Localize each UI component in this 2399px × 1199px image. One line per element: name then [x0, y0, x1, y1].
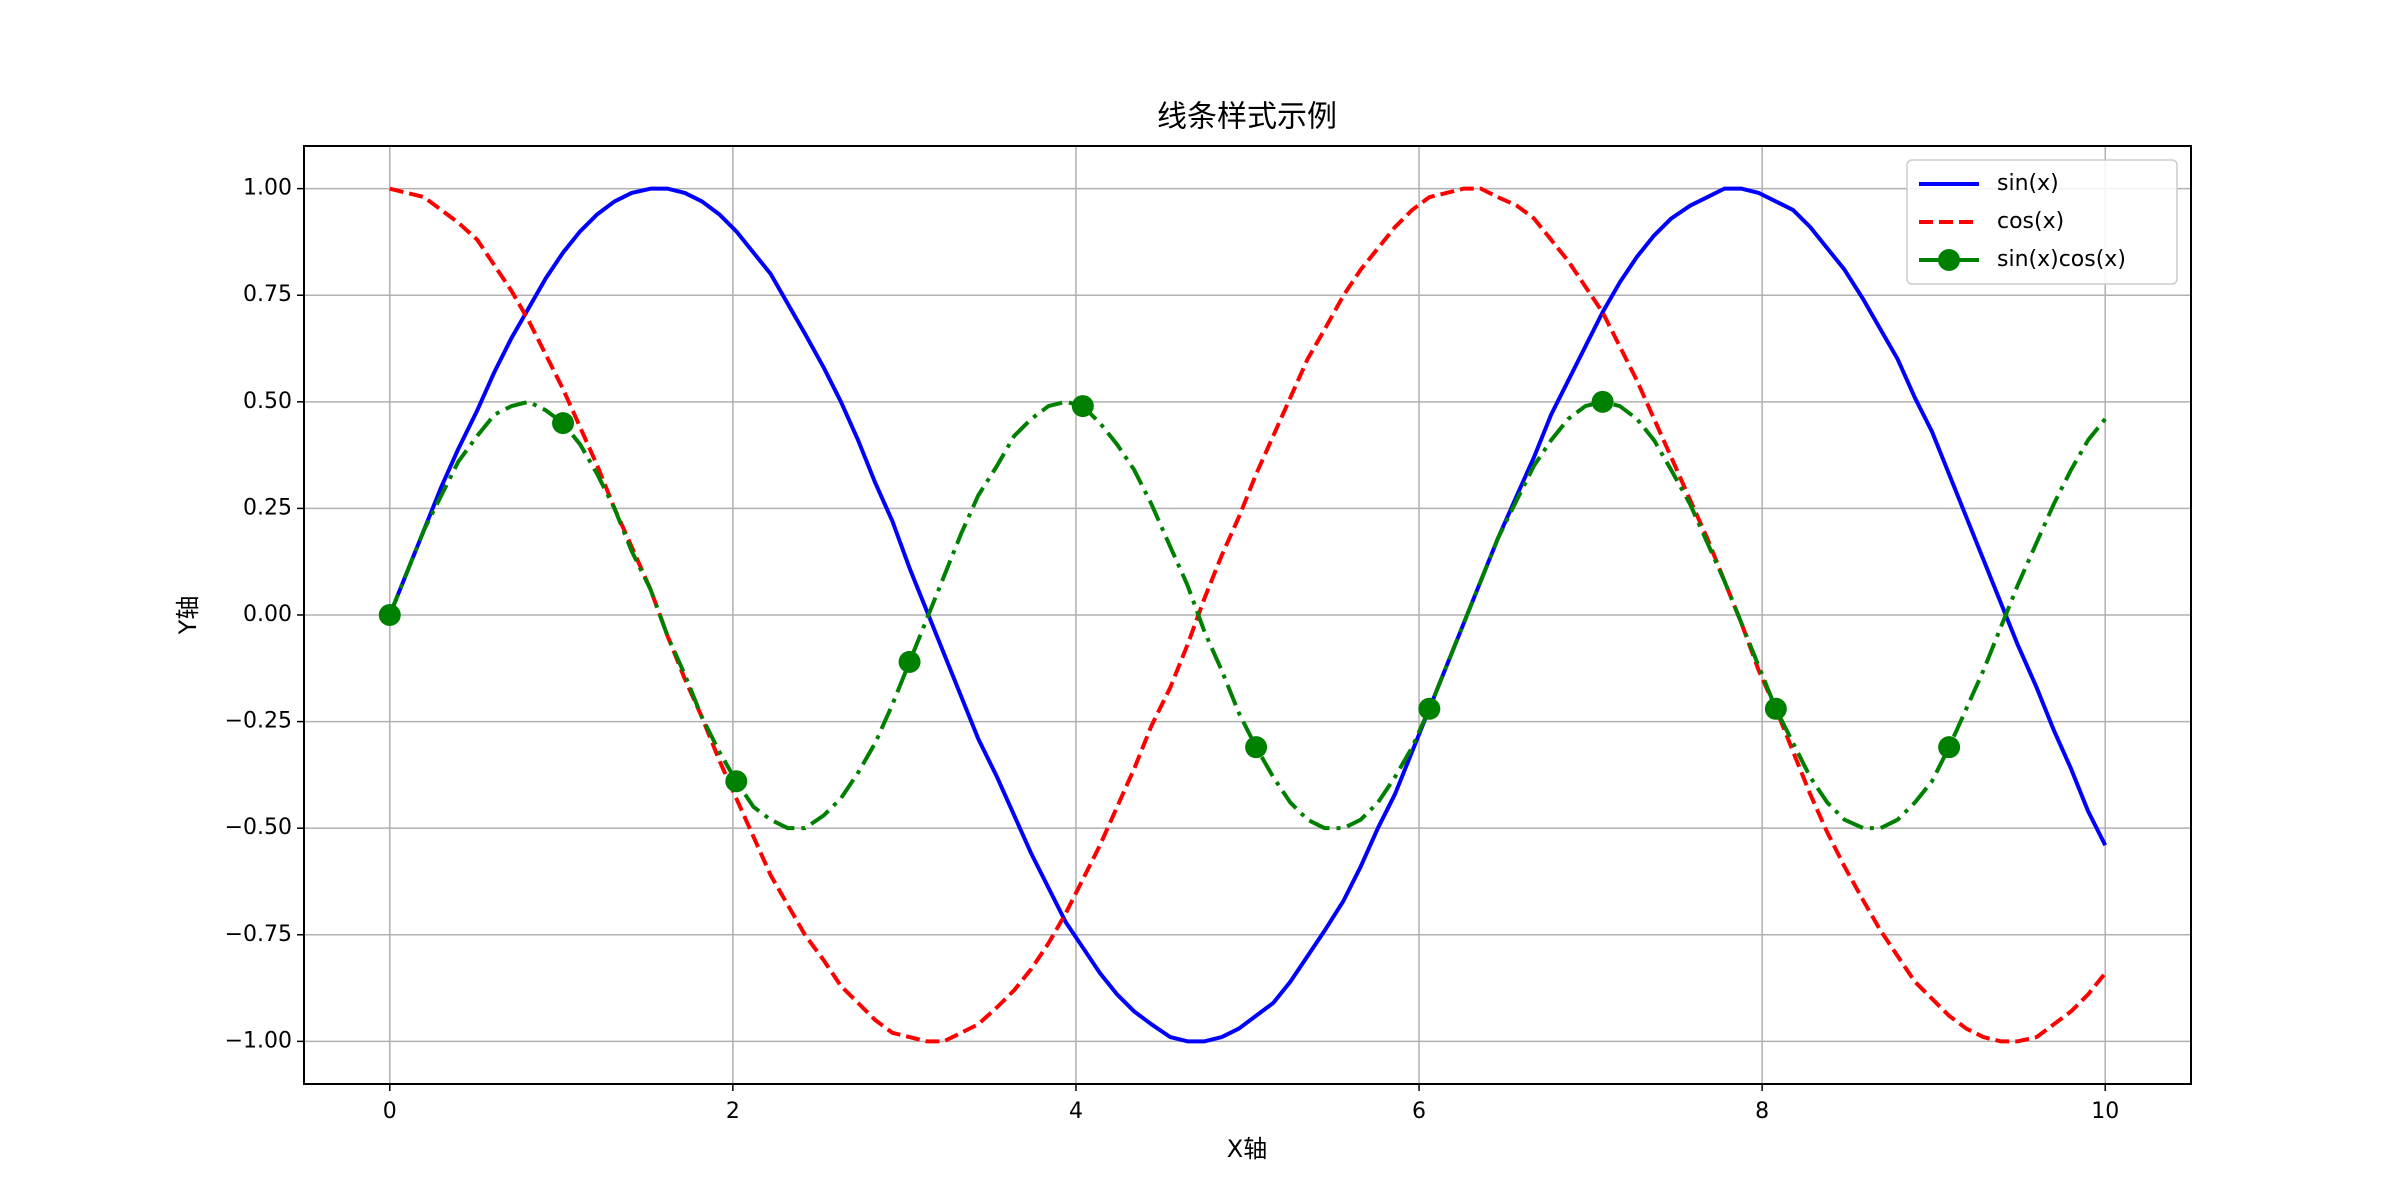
legend-label: sin(x)cos(x)	[1997, 247, 2126, 272]
x-tick-label: 6	[1412, 1099, 1426, 1124]
y-tick-label: −0.50	[225, 815, 292, 840]
y-tick-label: 1.00	[243, 176, 292, 201]
plot-frame	[303, 145, 2192, 1085]
data-line	[387, 399, 2107, 831]
y-axis-label: Y轴	[174, 596, 202, 636]
data-marker	[1245, 736, 1268, 759]
x-tick-label: 4	[1069, 1099, 1083, 1124]
y-tick-label: 0.75	[243, 282, 292, 307]
legend-label: sin(x)	[1997, 171, 2059, 196]
x-axis-label: X轴	[1227, 1135, 1267, 1163]
legend-label: cos(x)	[1997, 209, 2064, 234]
x-tick-label: 0	[383, 1099, 397, 1124]
y-tick-label: 0.50	[243, 389, 292, 414]
data-marker	[1764, 697, 1787, 720]
data-marker	[898, 650, 921, 673]
x-tick-label: 10	[2091, 1099, 2119, 1124]
legend-marker	[1938, 249, 1960, 271]
chart-title: 线条样式示例	[1157, 100, 1337, 135]
data-marker	[725, 770, 748, 793]
data-marker	[1938, 736, 1961, 759]
data-marker	[1591, 390, 1614, 413]
y-tick-label: 0.25	[243, 495, 292, 520]
data-line	[387, 186, 2108, 1044]
data-marker	[1418, 697, 1441, 720]
y-tick-label: −0.75	[225, 922, 292, 947]
data-marker	[552, 412, 575, 435]
data-marker	[1071, 395, 1094, 418]
y-tick-label: −0.25	[225, 709, 292, 734]
x-tick-label: 2	[726, 1099, 740, 1124]
x-tick-label: 8	[1755, 1099, 1769, 1124]
legend-box	[1906, 159, 2178, 285]
y-tick-label: −1.00	[225, 1028, 292, 1053]
y-tick-label: 0.00	[243, 602, 292, 627]
data-marker	[378, 604, 401, 626]
